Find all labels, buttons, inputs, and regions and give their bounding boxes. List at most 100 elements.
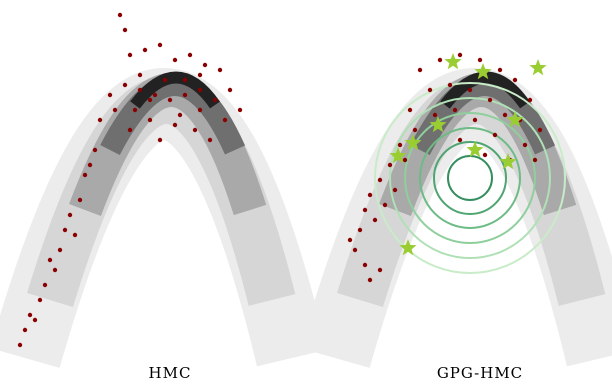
sample-point: [397, 142, 403, 148]
sample-point: [482, 152, 488, 158]
sample-point: [502, 112, 508, 118]
panel-label: GPG-HMC: [437, 364, 523, 382]
sample-star: [389, 147, 407, 164]
sample-star: [399, 239, 417, 256]
sample-point: [437, 57, 443, 63]
density-contours: [25, 78, 292, 359]
sample-point: [157, 42, 163, 48]
sample-point: [467, 87, 473, 93]
sample-point: [142, 47, 148, 53]
sample-point: [432, 112, 438, 118]
sample-point: [197, 72, 203, 78]
sample-point: [92, 147, 98, 153]
sample-point: [107, 92, 113, 98]
sample-point: [167, 97, 173, 103]
sample-point: [382, 202, 388, 208]
sample-point: [147, 97, 153, 103]
sample-point: [177, 112, 183, 118]
sample-point: [237, 107, 243, 113]
sample-point: [347, 237, 353, 243]
sample-point: [362, 207, 368, 213]
sample-point: [417, 67, 423, 73]
sample-point: [87, 162, 93, 168]
sample-point: [227, 87, 233, 93]
sample-point: [152, 92, 158, 98]
sample-point: [367, 277, 373, 283]
sample-point: [527, 97, 533, 103]
sample-point: [47, 257, 53, 263]
sample-point: [122, 27, 128, 33]
sample-point: [532, 157, 538, 163]
sample-point: [197, 107, 203, 113]
sample-point: [22, 327, 28, 333]
sample-point: [117, 12, 123, 18]
sample-point: [212, 97, 218, 103]
sample-point: [67, 212, 73, 218]
sample-point: [172, 57, 178, 63]
sample-point: [367, 192, 373, 198]
sample-point: [477, 57, 483, 63]
sample-point: [127, 52, 133, 58]
panel-label: HMC: [149, 364, 192, 382]
sample-point: [362, 262, 368, 268]
sample-point: [157, 137, 163, 143]
sample-point: [37, 297, 43, 303]
sample-point: [377, 177, 383, 183]
sample-point: [187, 52, 193, 58]
sample-point: [457, 137, 463, 143]
sample-point: [27, 312, 33, 318]
sample-point: [387, 162, 393, 168]
sample-point: [222, 117, 228, 123]
sample-point: [472, 117, 478, 123]
gp-contours: [374, 82, 566, 274]
sample-point: [137, 72, 143, 78]
sample-point: [122, 82, 128, 88]
sample-point: [392, 187, 398, 193]
sample-point: [372, 217, 378, 223]
sample-point: [522, 142, 528, 148]
sample-point: [137, 87, 143, 93]
sample-star: [506, 111, 524, 128]
sample-point: [182, 77, 188, 83]
sample-point: [192, 127, 198, 133]
sample-point: [72, 232, 78, 238]
sample-point: [162, 77, 168, 83]
sample-point: [407, 107, 413, 113]
sample-point: [182, 92, 188, 98]
sample-point: [52, 267, 58, 273]
sample-star: [529, 59, 547, 76]
panel-gpg-hmc: GPG-HMC: [335, 53, 602, 382]
sample-star: [499, 153, 517, 170]
sample-star: [466, 141, 484, 158]
sample-point: [207, 137, 213, 143]
sample-point: [537, 127, 543, 133]
sample-point: [147, 117, 153, 123]
sample-point: [217, 67, 223, 73]
sample-star: [429, 116, 447, 133]
sample-point: [197, 87, 203, 93]
sample-point: [172, 122, 178, 128]
sample-point: [32, 317, 38, 323]
sample-point: [127, 127, 133, 133]
sample-point: [17, 342, 23, 348]
panel-hmc: HMC: [17, 12, 292, 382]
sample-point: [202, 62, 208, 68]
sample-point: [452, 107, 458, 113]
sample-star: [404, 134, 422, 151]
sample-point: [447, 82, 453, 88]
sample-point: [377, 267, 383, 273]
sample-point: [42, 282, 48, 288]
sample-point: [427, 87, 433, 93]
sample-point: [497, 67, 503, 73]
sample-point: [77, 197, 83, 203]
sample-point: [112, 107, 118, 113]
sample-point: [512, 77, 518, 83]
sample-point: [57, 247, 63, 253]
sample-point: [352, 247, 358, 253]
sample-star: [444, 53, 462, 70]
sample-point: [492, 132, 498, 138]
sample-point: [412, 127, 418, 133]
sample-point: [457, 52, 463, 58]
sample-point: [487, 97, 493, 103]
